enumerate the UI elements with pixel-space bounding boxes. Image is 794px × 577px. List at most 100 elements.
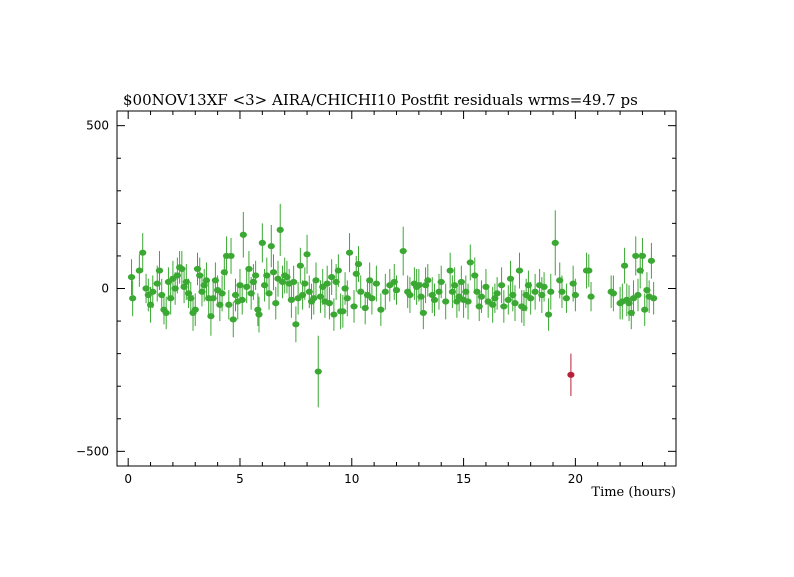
data-point <box>466 259 474 266</box>
data-point <box>303 251 311 258</box>
data-point <box>162 309 170 317</box>
data-point <box>392 287 401 294</box>
data-point <box>292 321 300 328</box>
data-point <box>191 306 199 313</box>
data-point <box>339 308 347 315</box>
data-point <box>504 296 512 303</box>
y-tick-label: 500 <box>86 119 109 133</box>
data-point <box>127 274 136 281</box>
data-point <box>312 277 320 284</box>
data-point <box>641 306 649 313</box>
data-point <box>345 249 354 256</box>
data-point <box>430 296 439 303</box>
data-point <box>178 265 186 273</box>
data-point <box>296 262 304 269</box>
data-point <box>218 290 226 297</box>
data-point <box>265 290 273 297</box>
data-point <box>531 288 539 295</box>
data-point <box>258 239 266 247</box>
data-point <box>263 272 271 279</box>
y-tick-label: 0 <box>101 282 109 296</box>
data-point <box>129 295 137 302</box>
data-point <box>544 311 553 318</box>
data-point <box>620 262 629 269</box>
data-point <box>500 303 508 310</box>
x-tick-label: 20 <box>568 472 583 486</box>
data-point <box>377 306 385 313</box>
x-tick-label: 5 <box>236 472 244 486</box>
data-point <box>196 272 204 279</box>
data-point <box>609 290 617 297</box>
data-point <box>149 288 157 295</box>
data-point <box>558 288 566 295</box>
data-point <box>254 306 262 313</box>
data-point <box>647 257 656 264</box>
data-point <box>229 316 237 323</box>
data-point <box>255 311 263 318</box>
x-axis-label: Time (hours) <box>591 485 676 500</box>
data-point <box>343 295 351 302</box>
data-point <box>135 267 143 274</box>
data-point <box>323 280 331 287</box>
data-point <box>357 288 365 295</box>
data-point <box>464 298 472 305</box>
data-point <box>650 295 658 302</box>
data-point <box>202 277 211 284</box>
outlier-point <box>567 371 575 378</box>
data-point <box>493 290 501 297</box>
data-point <box>638 252 647 260</box>
data-point <box>442 298 450 305</box>
data-point <box>437 278 445 286</box>
data-point <box>399 247 407 255</box>
data-point <box>419 309 427 317</box>
data-point <box>477 293 486 300</box>
data-point <box>269 269 278 276</box>
data-point <box>227 252 235 260</box>
data-point <box>155 267 164 274</box>
data-point <box>634 291 642 299</box>
data-point <box>632 252 640 260</box>
data-point <box>446 267 454 274</box>
data-point <box>239 231 247 238</box>
data-point <box>511 300 519 307</box>
data-point <box>540 283 548 290</box>
data-point <box>497 282 506 289</box>
data-point <box>372 280 380 287</box>
data-point <box>354 260 363 268</box>
data-point <box>272 300 280 307</box>
data-point <box>252 272 260 279</box>
data-point <box>406 291 414 299</box>
data-point <box>328 274 336 281</box>
data-point <box>167 295 175 302</box>
data-point <box>245 265 253 273</box>
data-point <box>366 277 374 284</box>
data-point <box>350 303 358 310</box>
data-point <box>527 295 535 302</box>
data-point <box>290 278 298 286</box>
data-point <box>424 277 432 284</box>
chart-title: $00NOV13XF <3> AIRA/CHICHI10 Postfit res… <box>123 91 638 109</box>
data-point <box>330 311 338 318</box>
data-point <box>314 368 322 375</box>
data-point <box>207 313 215 320</box>
x-tick-label: 0 <box>124 472 132 486</box>
data-point <box>267 243 275 250</box>
y-tick-label: −500 <box>76 444 109 458</box>
data-point <box>381 288 389 295</box>
x-tick-label: 15 <box>456 472 471 486</box>
data-point <box>571 291 579 299</box>
data-point <box>287 296 296 303</box>
data-point <box>547 288 555 295</box>
axis-ticks: 0 5 10 15 20 −500 0 500 <box>76 111 676 486</box>
data-point <box>276 226 284 233</box>
data-point <box>301 280 309 287</box>
data-points <box>127 203 658 408</box>
data-point <box>325 300 334 307</box>
x-tick-label: 10 <box>344 472 359 486</box>
data-point <box>585 267 593 274</box>
data-point <box>225 301 233 308</box>
data-point <box>587 293 595 300</box>
data-point <box>515 267 524 274</box>
data-point <box>238 296 246 303</box>
